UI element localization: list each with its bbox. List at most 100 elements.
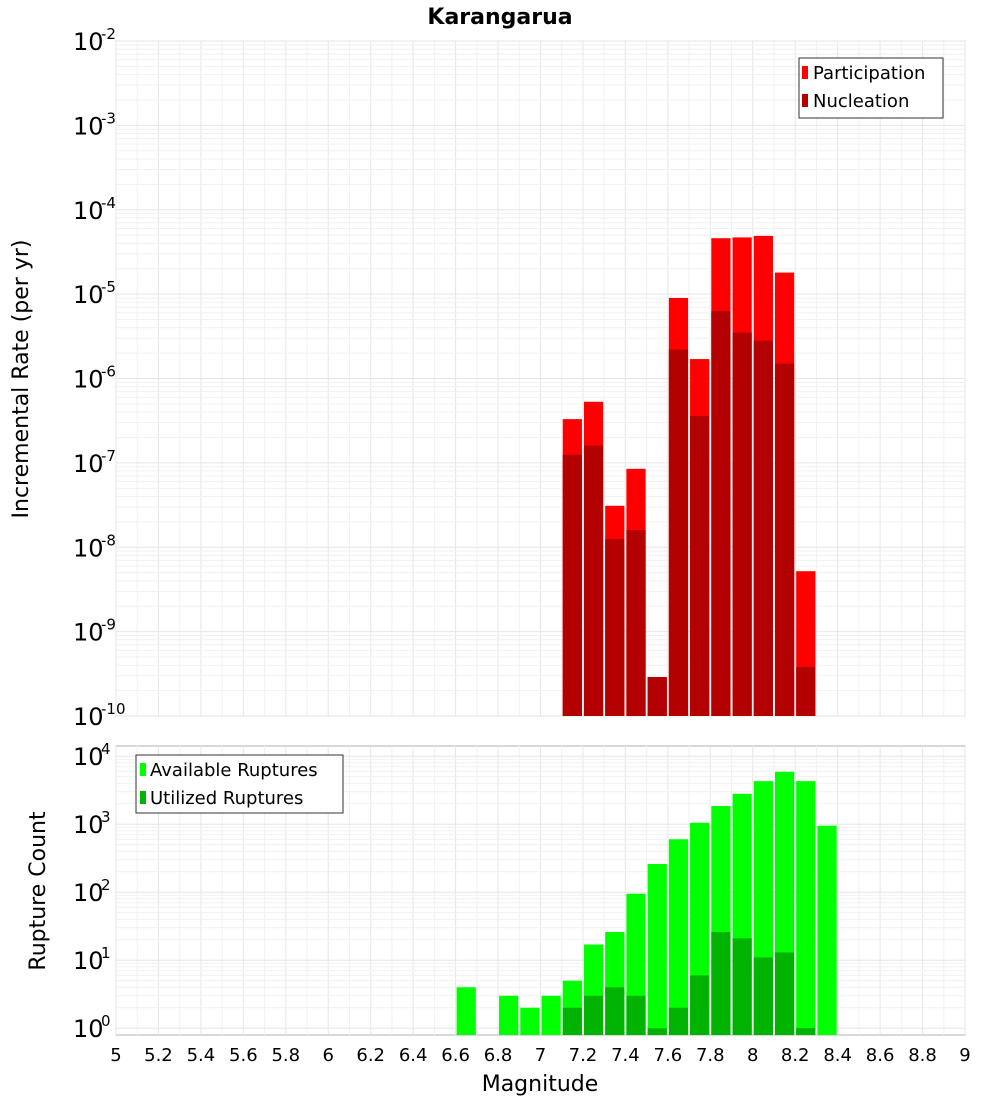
utilized-ruptures-legend-label: Utilized Ruptures xyxy=(150,788,303,809)
participation-legend-label: Participation xyxy=(813,63,925,84)
x-tick-label: 7.2 xyxy=(569,1045,598,1066)
count-utilized-ruptures-bar xyxy=(690,975,710,1035)
count-utilized-ruptures-bar xyxy=(796,1028,816,1035)
count-available-ruptures-bar xyxy=(668,839,689,1035)
count-available-ruptures-bar xyxy=(541,995,561,1035)
count-utilized-ruptures-bar xyxy=(774,952,795,1035)
y-tick-label: 10 xyxy=(73,534,104,562)
x-tick-label: 6.2 xyxy=(356,1045,385,1066)
count-utilized-ruptures-bar xyxy=(732,938,752,1035)
rate-nucleation-bar xyxy=(647,676,667,716)
y-tick-label: 10 xyxy=(73,703,104,731)
count-utilized-ruptures-bar xyxy=(562,1007,582,1035)
rate-nucleation-bar xyxy=(774,363,795,716)
y-tick-label: 10 xyxy=(73,28,104,56)
y-tick-label: 10 xyxy=(73,197,104,225)
y-tick-exponent: 2 xyxy=(101,876,111,894)
count-utilized-ruptures-bar xyxy=(626,995,646,1035)
count-utilized-ruptures-bar xyxy=(647,1028,667,1035)
y-tick-label: 10 xyxy=(73,281,104,309)
rate-nucleation-bar xyxy=(711,311,731,716)
rate-nucleation-bar xyxy=(753,340,773,716)
x-tick-label: 5.8 xyxy=(271,1045,300,1066)
y-tick-label: 10 xyxy=(73,1015,104,1043)
count-available-ruptures-bar xyxy=(499,995,519,1035)
count-legend: Available Ruptures Utilized Ruptures xyxy=(135,754,344,814)
count-available-ruptures-bar xyxy=(520,1007,540,1035)
y-tick-exponent: 0 xyxy=(101,1012,111,1030)
x-tick-label: 7.4 xyxy=(611,1045,640,1066)
participation-legend-swatch xyxy=(802,66,808,79)
x-tick-label: 7 xyxy=(535,1045,546,1066)
x-tick-label: 9 xyxy=(959,1045,970,1066)
count-available-ruptures-bar xyxy=(817,825,837,1035)
y-tick-label: 10 xyxy=(73,879,104,907)
count-utilized-ruptures-bar xyxy=(605,987,625,1035)
count-available-ruptures-bar xyxy=(647,863,667,1035)
count-y-axis-label: Rupture Count xyxy=(26,811,51,971)
rate-nucleation-bar xyxy=(668,349,689,716)
rate-nucleation-bar xyxy=(562,454,582,716)
rate-legend-box xyxy=(798,57,944,119)
count-utilized-ruptures-bar xyxy=(583,995,604,1035)
rate-gridlines xyxy=(115,40,966,717)
rate-nucleation-bar xyxy=(732,332,752,716)
count-utilized-ruptures-bar xyxy=(753,957,773,1035)
x-tick-label: 8.2 xyxy=(781,1045,810,1066)
x-tick-label: 5.6 xyxy=(229,1045,258,1066)
y-tick-exponent: 4 xyxy=(101,740,111,758)
x-ticks: 5 5.2 5.4 5.6 5.8 6 6.2 6.4 6.6 6.8 7 7.2 7.4 7.6 7.8 8… xyxy=(110,1045,970,1066)
y-tick-label: 10 xyxy=(73,811,104,839)
y-tick-exponent: -4 xyxy=(101,194,116,212)
rate-nucleation-bar xyxy=(796,667,816,716)
available-ruptures-legend-label: Available Ruptures xyxy=(150,760,318,781)
x-tick-label: 8.8 xyxy=(908,1045,937,1066)
x-tick-label: 7.8 xyxy=(696,1045,725,1066)
x-tick-label: 8.4 xyxy=(823,1045,852,1066)
x-axis-label: Magnitude xyxy=(482,1072,599,1097)
x-tick-label: 5 xyxy=(110,1045,121,1066)
y-tick-exponent: 3 xyxy=(101,808,111,826)
x-tick-label: 6.4 xyxy=(399,1045,428,1066)
y-tick-exponent: -5 xyxy=(101,278,116,296)
y-tick-exponent: 1 xyxy=(101,944,111,962)
available-ruptures-legend-swatch xyxy=(140,763,146,776)
rate-legend: Participation Nucleation xyxy=(798,57,944,119)
count-legend-box xyxy=(135,754,344,814)
x-tick-label: 5.4 xyxy=(187,1045,216,1066)
rate-nucleation-bar xyxy=(605,539,625,716)
rate-bars xyxy=(562,235,816,716)
x-tick-label: 5.2 xyxy=(144,1045,173,1066)
count-available-ruptures-bar xyxy=(796,781,816,1035)
y-tick-exponent: -2 xyxy=(101,25,116,43)
count-utilized-ruptures-bar xyxy=(711,931,731,1035)
count-utilized-ruptures-bar xyxy=(668,1007,689,1035)
chart-title: Karangarua xyxy=(427,5,572,30)
rate-y-axis-label: Incremental Rate (per yr) xyxy=(9,240,34,519)
y-tick-exponent: -8 xyxy=(101,531,116,549)
y-tick-label: 10 xyxy=(73,619,104,647)
y-tick-label: 10 xyxy=(73,947,104,975)
nucleation-legend-swatch xyxy=(802,94,808,107)
rate-nucleation-bar xyxy=(626,530,646,716)
y-tick-exponent: -6 xyxy=(101,363,116,381)
utilized-ruptures-legend-swatch xyxy=(140,791,146,804)
y-tick-label: 10 xyxy=(73,366,104,394)
y-tick-label: 10 xyxy=(73,450,104,478)
nucleation-legend-label: Nucleation xyxy=(813,91,909,112)
rate-nucleation-bar xyxy=(583,445,604,716)
x-tick-label: 6.6 xyxy=(441,1045,470,1066)
y-tick-label: 10 xyxy=(73,743,104,771)
y-tick-exponent: -7 xyxy=(101,447,116,465)
x-tick-label: 6.8 xyxy=(484,1045,513,1066)
count-bars xyxy=(456,771,837,1035)
y-tick-exponent: -9 xyxy=(101,616,116,634)
y-tick-exponent: -3 xyxy=(101,109,116,127)
y-tick-label: 10 xyxy=(73,112,104,140)
y-tick-exponent: -10 xyxy=(101,700,126,718)
rate-nucleation-bar xyxy=(690,415,710,716)
x-tick-label: 6 xyxy=(323,1045,334,1066)
x-tick-label: 7.6 xyxy=(654,1045,683,1066)
